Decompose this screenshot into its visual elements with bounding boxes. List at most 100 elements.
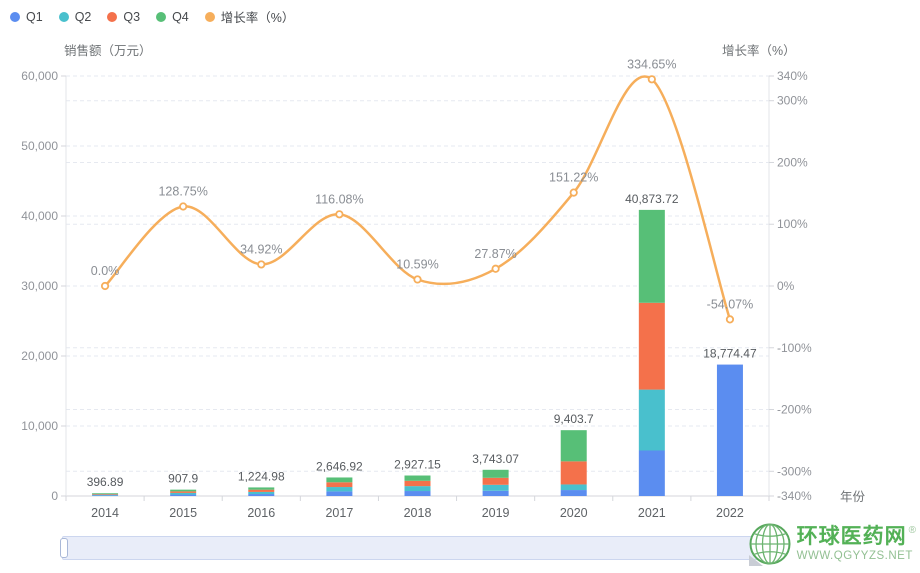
bar-segment-Q2-2017[interactable] (326, 487, 353, 492)
legend-dot-q1-icon (10, 11, 20, 22)
watermark-title: 环球医药网 (796, 524, 907, 548)
bar-segment-Q1-2018[interactable] (404, 491, 431, 496)
bar-segment-Q3-2017[interactable] (326, 482, 353, 488)
bar-segment-Q4-2018[interactable] (404, 475, 431, 481)
left-axis-tick-label: 20,000 (21, 349, 58, 363)
growth-point-2022[interactable] (725, 315, 735, 324)
registered-mark: ® (908, 524, 916, 536)
growth-point-label: 0.0% (91, 264, 120, 278)
bar-segment-Q1-2019[interactable] (482, 490, 509, 496)
bar-segment-Q4-2019[interactable] (482, 469, 509, 478)
legend-item-q1[interactable]: Q1 (10, 10, 43, 24)
sales-growth-chart: 60,000 50,000 40,000 30,000 20,000 10,000 0 340… (21, 57, 812, 520)
growth-point-label: 34.92% (240, 242, 282, 256)
growth-point-2018[interactable] (413, 275, 422, 284)
growth-point-2019[interactable] (491, 264, 500, 273)
bar-total-label: 18,774.47 (703, 347, 757, 361)
bar-total-label: 1,224.98 (238, 469, 285, 483)
bar-segment-Q1-2022[interactable] (716, 364, 743, 496)
legend-item-q4[interactable]: Q4 (156, 10, 189, 24)
bar-segment-Q3-2019[interactable] (482, 477, 509, 485)
bar-segment-Q3-2021[interactable] (638, 302, 665, 390)
growth-point-label: 334.65% (627, 57, 676, 71)
legend: Q1 Q2 Q3 Q4 增长率（%） (10, 7, 294, 26)
bar-total-label: 3,743.07 (472, 452, 519, 466)
x-axis-category-label: 2021 (638, 506, 666, 520)
legend-label-q4: Q4 (172, 9, 189, 24)
legend-dot-q3-icon (107, 11, 118, 22)
bar-segment-Q3-2015[interactable] (170, 491, 197, 493)
legend-item-growth-rate[interactable]: 增长率（%） (204, 7, 295, 26)
bar-segment-Q1-2021[interactable] (638, 450, 665, 497)
bar-segment-Q3-2018[interactable] (404, 480, 431, 487)
bar-segment-Q2-2015[interactable] (170, 492, 197, 495)
bar-segment-Q3-2020[interactable] (560, 461, 587, 485)
bar-total-label: 907.9 (168, 472, 198, 486)
bar-total-label: 2,646.92 (316, 459, 363, 473)
right-axis-tick-label: 340% (777, 69, 808, 83)
x-axis-category-label: 2014 (91, 506, 119, 520)
growth-point-2020[interactable] (569, 188, 578, 197)
right-axis-tick-label: -100% (777, 341, 812, 355)
bar-segment-Q1-2014[interactable] (92, 495, 119, 496)
legend-dot-q4-icon (156, 11, 167, 22)
bar-segment-Q4-2020[interactable] (560, 430, 587, 462)
bar-segment-Q1-2017[interactable] (326, 491, 353, 496)
growth-point-2015[interactable] (179, 202, 188, 211)
bar-segment-Q1-2020[interactable] (560, 490, 587, 496)
left-axis-tick-label: 0 (51, 489, 58, 503)
x-axis-category-label: 2017 (325, 506, 353, 520)
bar-segment-Q1-2015[interactable] (170, 494, 197, 496)
bar-total-label: 2,927.15 (394, 458, 441, 472)
legend-label-q1: Q1 (26, 9, 43, 24)
bar-segment-Q2-2021[interactable] (638, 389, 665, 451)
growth-point-label: 116.08% (315, 192, 363, 206)
bar-segment-Q2-2014[interactable] (92, 494, 119, 496)
x-axis-category-label: 2022 (716, 506, 744, 520)
growth-point-2021[interactable] (647, 75, 656, 84)
bar-segment-Q4-2016[interactable] (248, 487, 275, 490)
legend-label-growth: 增长率（%） (220, 11, 295, 25)
x-axis-category-label: 2015 (169, 506, 197, 520)
watermark-url: WWW.QGYYZS.NET (796, 549, 913, 562)
growth-point-label: 10.59% (396, 257, 438, 271)
bar-total-label: 9,403.7 (554, 412, 594, 426)
growth-point-2017[interactable] (335, 210, 344, 219)
bar-segment-Q4-2015[interactable] (170, 489, 197, 492)
legend-item-q2[interactable]: Q2 (58, 10, 91, 24)
bar-total-label: 396.89 (87, 475, 124, 489)
bar-segment-Q4-2021[interactable] (638, 209, 665, 303)
right-axis-tick-label: -300% (777, 464, 812, 478)
left-axis-tick-label: 40,000 (21, 209, 58, 223)
left-axis-tick-label: 50,000 (21, 139, 58, 153)
growth-point-label: 128.75% (158, 184, 207, 198)
bar-segment-Q3-2014[interactable] (92, 493, 119, 495)
datazoom-slider[interactable] (60, 536, 786, 560)
bar-segment-Q2-2019[interactable] (482, 484, 509, 491)
growth-point-2016[interactable] (257, 260, 266, 269)
datazoom-left-handle-icon[interactable] (60, 538, 68, 558)
watermark-text: 环球医药网 ® WWW.QGYYZS.NET (796, 524, 916, 562)
bar-segment-Q3-2016[interactable] (248, 489, 275, 492)
legend-dot-q2-icon (58, 11, 69, 22)
legend-label-q3: Q3 (123, 9, 141, 24)
bar-segment-Q2-2016[interactable] (248, 491, 275, 495)
left-axis-tick-label: 30,000 (21, 279, 58, 293)
right-axis-tick-label: -200% (777, 403, 812, 417)
bar-segment-Q4-2014[interactable] (92, 493, 119, 494)
watermark: 环球医药网 ® WWW.QGYYZS.NET (748, 522, 916, 566)
right-axis-tick-label: 300% (777, 94, 808, 108)
right-axis-tick-label: 100% (777, 217, 808, 231)
bar-segment-Q2-2018[interactable] (404, 486, 431, 492)
growth-point-label: -54.07% (707, 297, 754, 311)
x-axis-category-label: 2019 (482, 506, 510, 520)
bar-segment-Q4-2017[interactable] (326, 477, 353, 483)
x-axis-category-label: 2016 (247, 506, 275, 520)
growth-point-2014[interactable] (100, 281, 110, 291)
bar-segment-Q1-2016[interactable] (248, 494, 275, 496)
x-axis-category-label: 2020 (560, 506, 588, 520)
right-axis-tick-label: 200% (777, 155, 808, 169)
legend-item-q3[interactable]: Q3 (107, 10, 140, 24)
bar-segment-Q2-2020[interactable] (560, 484, 587, 491)
